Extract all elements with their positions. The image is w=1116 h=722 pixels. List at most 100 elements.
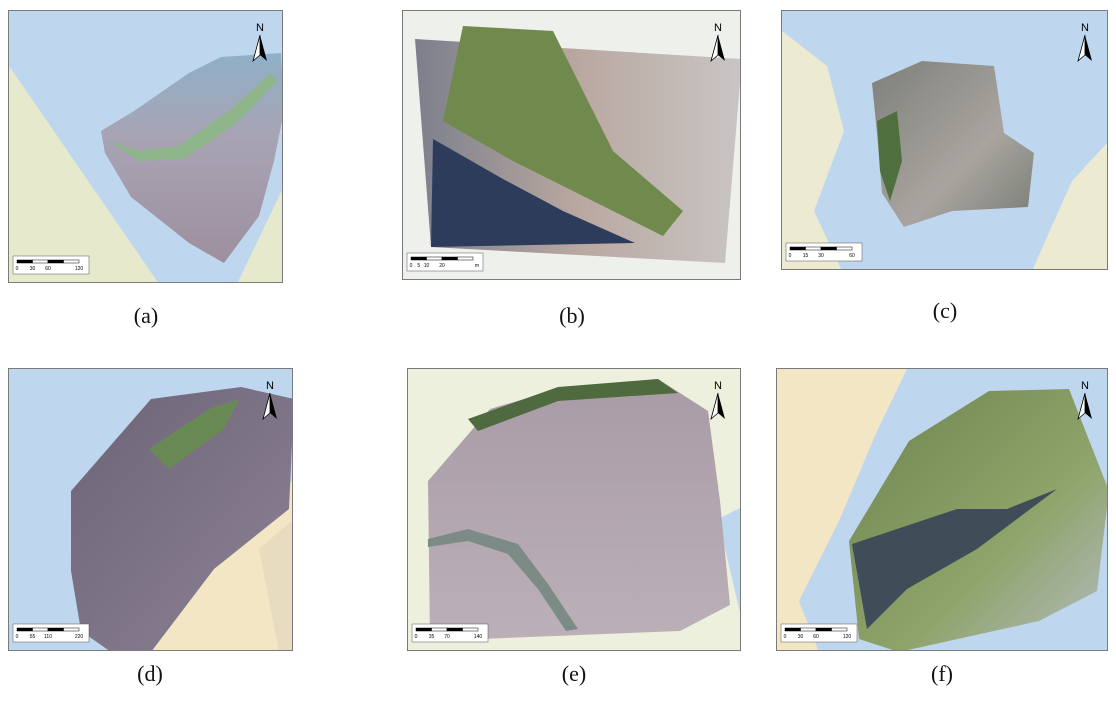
map-area	[259, 520, 292, 650]
scale-bar: 0 55 110 220	[12, 623, 90, 643]
scale-segment	[410, 256, 427, 261]
map-area	[149, 399, 239, 469]
north-arrow	[1085, 35, 1092, 61]
map-area	[872, 61, 1034, 227]
map: N 0 15 30 60	[782, 11, 1107, 269]
scale-label: 10	[424, 263, 430, 269]
map-panel: N 0 30 60 120	[776, 368, 1108, 651]
scale-segment	[32, 259, 49, 264]
scale-segment	[415, 627, 432, 632]
panel-label: (d)	[137, 661, 163, 686]
scale-label: 0	[789, 253, 792, 259]
panel-label: (f)	[931, 661, 953, 686]
north-label: N	[1081, 380, 1089, 392]
map-area	[777, 369, 907, 650]
north-label: N	[714, 22, 722, 34]
scale-label: 20	[439, 263, 445, 269]
scale-segment	[446, 627, 463, 632]
map-panel: N 0 35 70 140	[407, 368, 741, 651]
scale-segment	[800, 627, 817, 632]
scale-segment	[784, 627, 801, 632]
map-area	[718, 508, 740, 613]
map: N 0 30 60 120	[777, 369, 1107, 650]
panel-label: (e)	[561, 661, 587, 686]
map-panel: N 0 15 30 60	[781, 10, 1108, 270]
scale-label: 60	[45, 266, 51, 272]
map-area	[431, 139, 635, 247]
scale-segment	[426, 256, 443, 261]
map: N 0 55 110 220	[9, 369, 292, 650]
map-panel: N 0 30 60 120	[8, 10, 283, 283]
scale-label: 5	[417, 263, 420, 269]
scale-segment	[63, 259, 80, 264]
scale-label: m	[475, 263, 479, 269]
scale-label: 0	[784, 634, 787, 640]
scale-label: 110	[44, 634, 52, 640]
map-area	[443, 26, 683, 236]
north-arrow	[718, 393, 725, 419]
scale-label: 220	[75, 634, 84, 640]
map: N 0 30 60 120	[9, 11, 282, 282]
scale-segment	[462, 627, 479, 632]
scale-segment	[63, 627, 80, 632]
scale-label: 15	[803, 253, 809, 259]
scale-segment	[789, 246, 806, 251]
map-panel: N 0 55 110 220	[8, 368, 293, 651]
north-label: N	[266, 380, 274, 392]
map-area	[109, 73, 277, 161]
scale-label: 0	[16, 634, 19, 640]
north-label: N	[1081, 22, 1089, 34]
scale-label: 55	[30, 634, 36, 640]
scale-bar: 0 5 10 20 m	[406, 252, 484, 272]
panel-label: (a)	[133, 303, 159, 328]
scale-bar: 0 35 70 140	[411, 623, 489, 643]
scale-label: 60	[849, 253, 855, 259]
scale-segment	[836, 246, 853, 251]
map-area	[1032, 143, 1107, 269]
panel-label: (b)	[559, 303, 585, 328]
map: N 0 35 70 140	[408, 369, 740, 650]
scale-segment	[831, 627, 848, 632]
scale-bar: 0 15 30 60	[785, 242, 863, 262]
scale-label: 0	[415, 634, 418, 640]
north-arrow	[1085, 393, 1092, 419]
north-arrow	[260, 35, 267, 61]
scale-label: 120	[75, 266, 84, 272]
scale-segment	[16, 259, 33, 264]
scale-bar: 0 30 60 120	[12, 255, 90, 275]
panel-label: (c)	[932, 298, 958, 323]
scale-segment	[47, 259, 64, 264]
scale-bar: 0 30 60 120	[780, 623, 858, 643]
scale-label: 0	[410, 263, 413, 269]
scale-segment	[47, 627, 64, 632]
scale-segment	[441, 256, 458, 261]
scale-segment	[32, 627, 49, 632]
north-arrow	[718, 35, 725, 61]
map-panel: N 0 5 10 20 m	[402, 10, 741, 280]
map: N 0 5 10 20 m	[403, 11, 740, 279]
scale-segment	[457, 256, 474, 261]
scale-segment	[16, 627, 33, 632]
scale-segment	[820, 246, 837, 251]
scale-label: 0	[16, 266, 19, 272]
scale-segment	[815, 627, 832, 632]
map-area	[877, 111, 902, 201]
north-arrow	[270, 393, 277, 419]
north-label: N	[256, 22, 264, 34]
map-area	[9, 66, 158, 282]
scale-label: 35	[429, 634, 435, 640]
map-area	[71, 387, 292, 650]
scale-label: 30	[798, 634, 804, 640]
scale-label: 30	[818, 253, 824, 259]
scale-label: 70	[444, 634, 450, 640]
scale-segment	[431, 627, 448, 632]
map-area	[428, 529, 578, 631]
scale-label: 140	[474, 634, 483, 640]
map-area	[782, 31, 844, 269]
scale-label: 120	[843, 634, 852, 640]
map-area	[852, 489, 1057, 629]
map-area	[468, 379, 678, 431]
scale-segment	[805, 246, 822, 251]
scale-label: 60	[813, 634, 819, 640]
